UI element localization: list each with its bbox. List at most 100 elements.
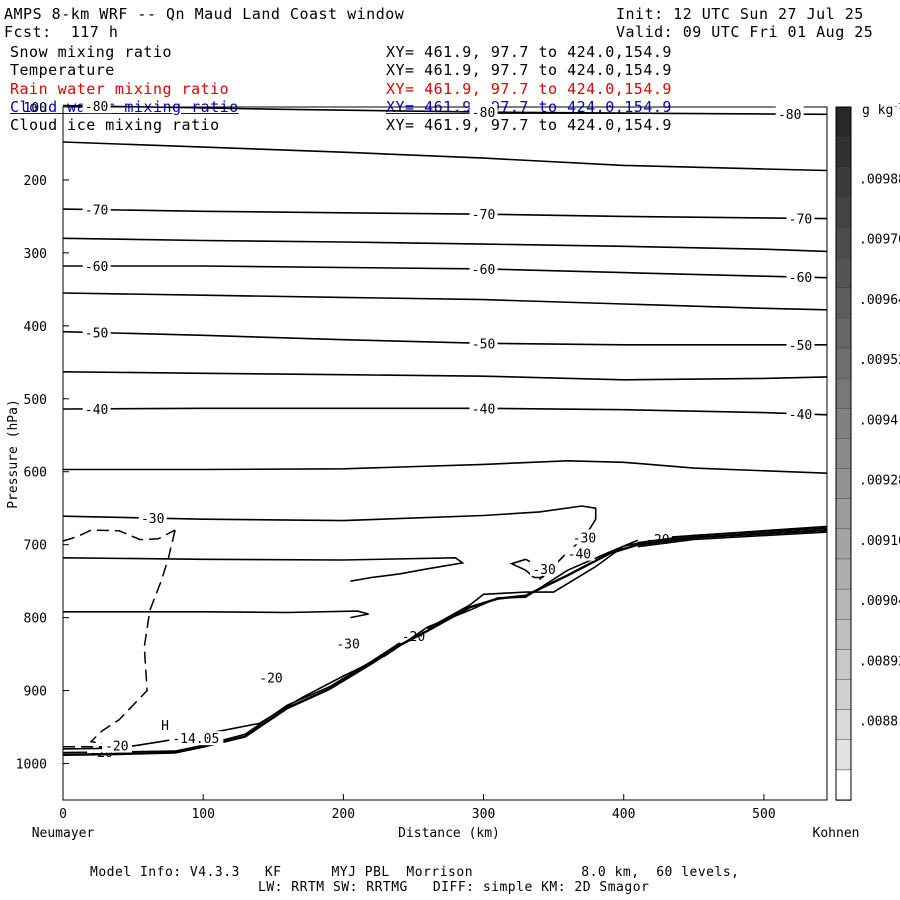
x-axis-label: Distance (km) [398, 826, 500, 841]
field-name-rain: Rain water mixing ratio [10, 80, 230, 98]
colorbar-swatch [835, 649, 852, 681]
isotherm-label: -50 [85, 327, 108, 342]
colorbar-swatch [835, 257, 852, 289]
isotherm-label: -40 [789, 408, 812, 423]
dashed-mixing-ratio-contours [62, 529, 176, 748]
isotherm-label: -30 [141, 512, 164, 527]
isotherm-label: -80 [85, 100, 108, 115]
colorbar-frame [835, 106, 852, 801]
isotherm-line [62, 237, 828, 253]
isotherm-label-bg [786, 210, 815, 226]
plot-frame [62, 106, 828, 801]
isotherm-label-bg [82, 98, 111, 114]
isotherm-label: -40 [472, 402, 495, 417]
y-axis-label: Pressure (hPa) [6, 399, 21, 509]
annotation-bg [256, 670, 287, 685]
isotherm-label-bg [82, 258, 111, 274]
contour-annotation: -20 [105, 739, 128, 754]
isotherm-label: -50 [789, 339, 812, 354]
contour-annotation: -20 [259, 672, 282, 687]
isotherm-label: -60 [789, 271, 812, 286]
isotherm-label: -80 [778, 108, 801, 123]
colorbar-swatch [835, 287, 852, 319]
isotherm-label: -70 [85, 204, 108, 219]
annotation-bg [564, 546, 595, 561]
annotation-bg [169, 731, 224, 746]
colorbar-unit: g kg-1 [862, 102, 900, 118]
contour-annotation: H [161, 719, 169, 734]
isotherm-line [62, 208, 828, 220]
isotherm-label: -60 [85, 260, 108, 275]
isotherm-label-bg [570, 529, 599, 545]
model-info-line2: LW: RRTM SW: RRTMG DIFF: simple KM: 2D S… [258, 880, 650, 895]
terrain-line [637, 529, 828, 546]
colorbar-swatch [835, 769, 852, 801]
x-endpoint-right: Kohnen [813, 826, 860, 841]
forecast-hour: Fcst: 117 h [4, 23, 119, 41]
contour-annotation: -30 [336, 637, 359, 652]
chart-title: AMPS 8-km WRF -- Qn Maud Land Coast wind… [4, 5, 405, 23]
annotation-bg [102, 738, 133, 753]
y-axis: 100 200 300 400 500 600 700 800 900 1000 [16, 101, 69, 773]
isotherm-label-bg [530, 560, 559, 576]
isotherm-label-bg [786, 336, 815, 352]
isotherm-label-bg [469, 335, 498, 351]
colorbar-swatch [835, 377, 852, 410]
field-name-cloud-ice: Cloud ice mixing ratio [10, 116, 220, 134]
x-axis: 0 100 200 300 400 500 [59, 794, 776, 822]
model-info-line1: Model Info: V4.3.3 KF MYJ PBL Morrison 8… [90, 865, 740, 880]
isotherm-label-bg [786, 269, 815, 285]
colorbar-swatch [835, 739, 852, 771]
field-xy-temperature: XY= 461.9, 97.7 to 424.0,154.9 [386, 61, 672, 79]
isotherm-label-bg [786, 405, 815, 421]
terrain-line [637, 527, 828, 544]
contour-annotation: -14.05 [172, 732, 219, 747]
dashed-contour-line [62, 529, 176, 542]
terrain-line [637, 531, 828, 548]
isotherm-label-bg [138, 510, 167, 526]
isotherm-label: -30 [532, 563, 555, 578]
colorbar-label: .00988 [859, 172, 900, 187]
colorbar-swatch [835, 347, 852, 379]
colorbar-label: .0094 [859, 413, 898, 428]
colorbar-swatch [835, 438, 852, 470]
isotherm-label-bg [775, 106, 804, 122]
x-tick-label: 0 [59, 807, 67, 822]
isotherm-label: -80 [472, 106, 495, 121]
terrain-outline [62, 527, 828, 756]
colorbar-label: .00928 [859, 474, 900, 489]
field-name-temperature: Temperature [10, 61, 115, 79]
isotherm-label-bg [469, 400, 498, 416]
isotherm-label-bg [82, 201, 111, 217]
colorbar-label: .0088 [859, 715, 898, 730]
isotherm-label: -70 [789, 212, 812, 227]
field-xy-cloud-ice: XY= 461.9, 97.7 to 424.0,154.9 [386, 116, 672, 134]
isotherm-label: -50 [472, 337, 495, 352]
colorbar-swatch [835, 197, 852, 229]
colorbar-swatch [835, 679, 852, 711]
isotherm-line [62, 330, 827, 346]
isotherm-line [63, 610, 369, 619]
colorbar-swatch [835, 167, 852, 199]
y-tick-label: 300 [24, 247, 47, 262]
x-tick-label: 100 [191, 807, 214, 822]
x-tick-label: 200 [332, 807, 355, 822]
isotherm-line [62, 525, 828, 754]
init-time: Init: 12 UTC Sun 27 Jul 25 [616, 5, 864, 23]
isotherm-line [63, 265, 828, 279]
colorbar-label: .00952 [859, 353, 900, 368]
isotherm-label-bg [82, 324, 111, 340]
annotation-bg [333, 636, 364, 651]
isotherm-line [62, 407, 828, 416]
colorbar-label: .00916 [859, 534, 900, 549]
isotherm-line [62, 371, 828, 381]
isotherm-line [62, 141, 828, 172]
annotation-bg [158, 718, 173, 733]
colorbar-swatch [835, 588, 852, 620]
y-tick-label: 400 [24, 320, 47, 335]
isotherm-label: -30 [573, 531, 596, 546]
contour-annotations: H-14.05 -20 -30 -20 -40 [102, 546, 595, 754]
isotherm-label-bg [469, 104, 498, 120]
colorbar-swatch [835, 106, 852, 138]
